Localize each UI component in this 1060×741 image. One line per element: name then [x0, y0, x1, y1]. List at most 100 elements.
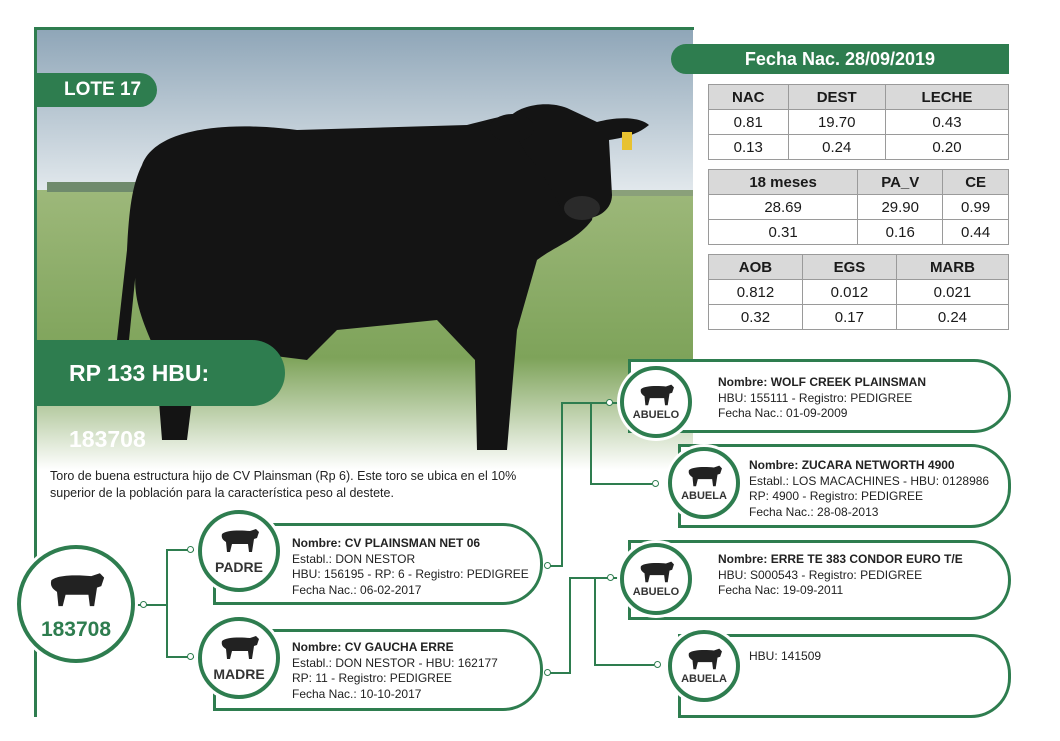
padre-hbu: HBU: 156195 - RP: 6 - Registro: PEDIGREE — [292, 567, 529, 581]
abuela-paterna-nombre: ZUCARA NETWORTH 4900 — [801, 458, 955, 472]
fecha-nac-label: Fecha Nac. 28/09/2019 — [671, 44, 1009, 74]
nombre-label: Nombre: — [292, 640, 342, 654]
abuelo-paterno-hbu: HBU: 155111 - Registro: PEDIGREE — [718, 390, 913, 405]
bull-icon — [221, 636, 259, 659]
table-cell: 0.99 — [942, 194, 1009, 220]
bull-icon — [50, 573, 105, 607]
table-cell: 0.43 — [884, 109, 1010, 135]
abuelo-materno-role: ABUELO — [632, 586, 680, 598]
nombre-label: Nombre: — [749, 458, 799, 472]
nombre-label: Nombre: — [718, 375, 768, 389]
abuela-materna-hbu: HBU: 141509 — [749, 649, 822, 663]
connector — [590, 402, 592, 485]
padre-fecha: Fecha Nac.: 06-02-2017 — [292, 582, 422, 597]
abuelo-materno-fecha: Fecha Nac: 19-09-2011 — [718, 583, 844, 597]
table-cell: 0.31 — [707, 219, 859, 245]
table-header: DEST — [787, 84, 886, 110]
main-frame — [34, 27, 694, 717]
table-cell: 19.70 — [787, 109, 886, 135]
table-header: MARB — [895, 254, 1010, 280]
abuelo-materno-circle: ABUELO — [620, 543, 692, 615]
padre-role: PADRE — [215, 559, 263, 575]
connector — [590, 483, 652, 485]
table-header: 18 meses — [707, 169, 859, 195]
bull-icon — [688, 648, 722, 670]
table-cell: 28.69 — [707, 194, 859, 220]
table-header: NAC — [708, 84, 789, 110]
connector-dot — [187, 653, 194, 660]
abuela-paterna-circle: ABUELA — [668, 447, 740, 519]
table-cell: 0.17 — [801, 304, 897, 330]
madre-nombre: CV GAUCHA ERRE — [344, 640, 454, 654]
madre-circle: MADRE — [198, 617, 280, 699]
connector — [548, 672, 570, 674]
table-cell: 0.24 — [895, 304, 1010, 330]
padre-establ: Establ.: DON NESTOR — [292, 551, 416, 566]
connector — [166, 656, 194, 658]
connector — [594, 664, 654, 666]
connector-dot — [544, 562, 551, 569]
madre-rp: RP: 11 - Registro: PEDIGREE — [292, 671, 452, 685]
table-header: AOB — [708, 254, 803, 280]
abuela-materna-circle: ABUELA — [668, 630, 740, 702]
ept-table-1: NAC DEST LECHE 0.81 19.70 0.43 0.13 0.24 0.20 — [708, 84, 1010, 160]
main-animal-circle: 183708 — [17, 545, 135, 663]
connector — [569, 577, 571, 674]
nombre-label: Nombre: — [292, 536, 342, 550]
abuela-materna-role: ABUELA — [681, 673, 727, 685]
connector — [594, 577, 596, 666]
bull-icon — [221, 529, 259, 552]
abuelo-materno-nombre: ERRE TE 383 CONDOR EURO T/E — [770, 552, 963, 566]
connector — [548, 565, 562, 567]
abuela-paterna-rp: RP: 4900 - Registro: PEDIGREE — [749, 489, 924, 503]
table-cell: 0.812 — [708, 279, 803, 305]
connector-dot — [652, 480, 659, 487]
connector — [561, 402, 563, 567]
bull-icon — [640, 561, 674, 583]
nombre-label: Nombre: — [718, 552, 768, 566]
bull-photo — [37, 30, 693, 470]
table-cell: 29.90 — [857, 194, 944, 220]
table-cell: 0.81 — [708, 109, 789, 135]
abuela-paterna-role: ABUELA — [681, 490, 727, 502]
padre-circle: PADRE — [198, 510, 280, 592]
table-cell: 0.32 — [708, 304, 803, 330]
table-header: LECHE — [884, 84, 1010, 110]
abuelo-paterno-circle: ABUELO — [620, 366, 692, 438]
lote-label: LOTE 17 — [37, 73, 157, 107]
connector — [135, 604, 167, 606]
connector-dot — [544, 669, 551, 676]
table-cell: 0.012 — [801, 279, 897, 305]
ept-table-3: AOB EGS MARB 0.812 0.012 0.021 0.32 0.17 0.24 — [708, 254, 1010, 330]
table-cell: 0.13 — [708, 134, 789, 160]
table-cell: 0.24 — [787, 134, 886, 160]
abuela-paterna-fecha: Fecha Nac.: 28-08-2013 — [749, 504, 879, 519]
abuelo-paterno-fecha: Fecha Nac.: 01-09-2009 — [718, 406, 848, 420]
abuelo-materno-hbu: HBU: S000543 - Registro: PEDIGREE — [718, 567, 923, 582]
abuela-paterna-establ: Establ.: LOS MACACHINES - HBU: 0128986 — [749, 473, 990, 488]
connector-dot — [606, 399, 613, 406]
connector-dot — [607, 574, 614, 581]
table-header: CE — [942, 169, 1009, 195]
table-cell: 0.44 — [942, 219, 1009, 245]
table-cell: 0.20 — [884, 134, 1010, 160]
description-text: Toro de buena estructura hijo de CV Plai… — [50, 469, 517, 500]
rp-hbu-label: RP 133 HBU: 183708 — [37, 340, 285, 452]
table-cell: 0.16 — [857, 219, 944, 245]
connector-dot — [654, 661, 661, 668]
connector — [166, 549, 168, 657]
madre-fecha: Fecha Nac.: 10-10-2017 — [292, 686, 422, 701]
bull-icon — [640, 384, 674, 406]
abuelo-paterno-role: ABUELO — [632, 409, 680, 421]
abuelo-paterno-nombre: WOLF CREEK PLAINSMAN — [770, 375, 927, 389]
table-header: EGS — [801, 254, 897, 280]
connector-dot — [140, 601, 147, 608]
table-cell: 0.021 — [895, 279, 1010, 305]
main-animal-id: 183708 — [40, 618, 112, 641]
table-header: PA_V — [857, 169, 944, 195]
bull-icon — [688, 465, 722, 487]
ept-table-2: 18 meses PA_V CE 28.69 29.90 0.99 0.31 0.16 0.… — [707, 169, 1009, 245]
connector — [166, 549, 194, 551]
madre-role: MADRE — [213, 666, 265, 682]
padre-nombre: CV PLAINSMAN NET 06 — [344, 536, 481, 550]
